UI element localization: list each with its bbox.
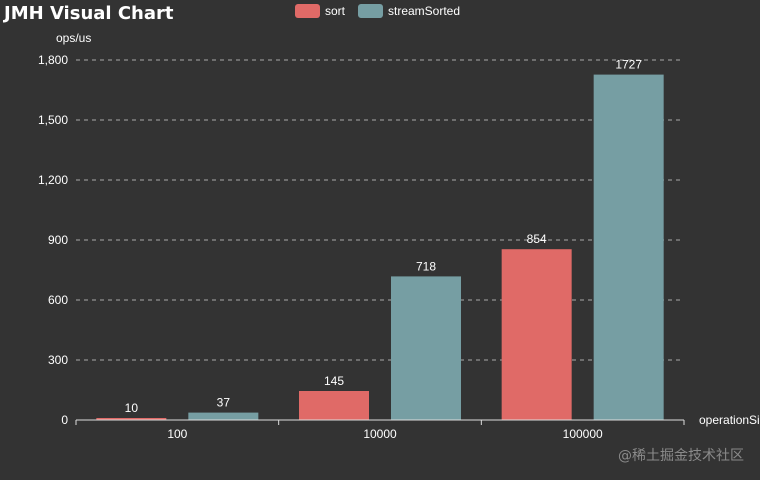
x-tick-label: 10000 bbox=[363, 427, 397, 441]
chart-title: JMH Visual Chart bbox=[2, 3, 174, 24]
bars bbox=[96, 74, 664, 420]
legend[interactable]: sort streamSorted bbox=[295, 4, 460, 18]
y-tick-label: 0 bbox=[61, 413, 68, 427]
data-label-sort-100000: 854 bbox=[527, 232, 547, 246]
legend-swatch-streamSorted[interactable] bbox=[358, 4, 383, 18]
y-tick-label: 1,500 bbox=[38, 113, 68, 127]
legend-label-streamSorted[interactable]: streamSorted bbox=[388, 4, 460, 18]
y-tick-label: 600 bbox=[48, 293, 68, 307]
x-axis-title: operationSize bbox=[699, 413, 760, 427]
data-label-streamSorted-100000: 1727 bbox=[615, 58, 642, 72]
y-tick-label: 900 bbox=[48, 233, 68, 247]
bar-sort-10000[interactable] bbox=[299, 391, 369, 420]
grid-lines bbox=[76, 59, 684, 361]
bar-sort-100000[interactable] bbox=[501, 249, 572, 420]
bar-sort-100[interactable] bbox=[96, 418, 167, 420]
x-tick-label: 100 bbox=[167, 427, 187, 441]
data-labels: 10 37 145 718 854 1727 bbox=[125, 58, 643, 415]
data-label-streamSorted-100: 37 bbox=[217, 396, 231, 410]
bar-streamSorted-100000[interactable] bbox=[593, 74, 664, 420]
y-tick-label: 300 bbox=[48, 353, 68, 367]
y-tick-label: 1,800 bbox=[38, 53, 68, 67]
data-label-sort-100: 10 bbox=[125, 401, 139, 415]
y-tick-label: 1,200 bbox=[38, 173, 68, 187]
y-axis: 0 300 600 900 1,200 1,500 1,800 bbox=[38, 53, 68, 427]
data-label-streamSorted-10000: 718 bbox=[416, 259, 436, 273]
x-tick-label: 100000 bbox=[563, 427, 603, 441]
bar-streamSorted-100[interactable] bbox=[188, 412, 259, 420]
legend-label-sort[interactable]: sort bbox=[325, 4, 346, 18]
legend-swatch-sort[interactable] bbox=[295, 4, 320, 18]
y-axis-title: ops/us bbox=[56, 31, 91, 45]
x-axis: 100 10000 100000 bbox=[75, 419, 685, 441]
data-label-sort-10000: 145 bbox=[324, 374, 344, 388]
bar-streamSorted-10000[interactable] bbox=[391, 276, 461, 420]
watermark-text: @稀土掘金技术社区 bbox=[618, 448, 744, 464]
